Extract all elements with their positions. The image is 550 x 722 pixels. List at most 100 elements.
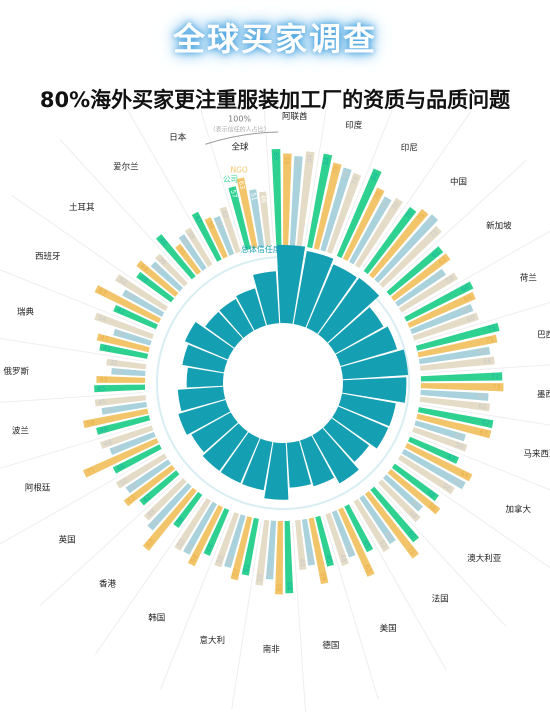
scale-arc xyxy=(205,131,279,145)
bar-阿联酋-s4 xyxy=(296,151,315,247)
bar-阿根廷-s1 xyxy=(112,444,162,474)
bar-波兰-s3 xyxy=(101,401,148,415)
radial-guide xyxy=(292,522,307,713)
bar-英国-s3 xyxy=(125,459,171,494)
value-label: 75 xyxy=(415,211,426,222)
bar-印尼-s1 xyxy=(336,168,382,258)
radial-guide xyxy=(322,516,379,700)
value-label: 73 xyxy=(492,383,500,391)
bar-美国-s1 xyxy=(344,504,374,553)
radial-guide xyxy=(412,434,550,491)
value-label: 35 xyxy=(109,358,118,367)
value-label: 52 xyxy=(266,568,275,577)
chart-guides xyxy=(0,110,550,713)
value-label: 60 xyxy=(477,392,486,401)
bar-日本-s3 xyxy=(213,215,235,256)
radial-guide xyxy=(0,422,150,469)
bar-加拿大-s1 xyxy=(408,436,460,464)
bar-马来西亚-s1 xyxy=(417,407,494,429)
value-label: 61 xyxy=(430,248,441,259)
group-label-印度: 印度 xyxy=(345,120,363,131)
radial-guide xyxy=(0,337,145,362)
value-label: 78 xyxy=(331,165,341,175)
radial-guide xyxy=(422,364,550,374)
bar-中国-s4 xyxy=(379,225,442,288)
inner-bar-波兰 xyxy=(177,386,226,412)
radial-guide xyxy=(416,302,550,344)
bar-澳大利亚-s4 xyxy=(378,479,421,523)
bar-阿联酋-s2 xyxy=(283,153,292,246)
value-label: 40 xyxy=(124,290,135,301)
value-label: 41 xyxy=(306,553,315,562)
value-label: 42 xyxy=(112,444,123,455)
inner-bar-阿联酋 xyxy=(276,244,306,324)
value-label: 53 xyxy=(126,493,137,504)
inner-bar-韩国 xyxy=(220,432,260,483)
value-label: 70 xyxy=(390,200,401,211)
value-label: 51 xyxy=(433,270,444,281)
bar-全球-s3 xyxy=(249,189,265,248)
value-label: 60 xyxy=(406,529,417,540)
bar-意大利-s3 xyxy=(224,514,246,569)
bar-美国-s2 xyxy=(338,507,375,577)
bar-英国-s2 xyxy=(123,464,176,507)
inner-bar-西班牙 xyxy=(184,321,234,360)
bar-加拿大-s2 xyxy=(404,442,473,482)
value-label: 45 xyxy=(128,481,139,492)
inner-bar-加拿大 xyxy=(332,406,389,449)
value-label: 50 xyxy=(118,476,129,487)
value-label: 34 xyxy=(116,329,126,339)
bar-瑞典-s4 xyxy=(94,312,154,340)
value-label: 36 xyxy=(214,218,225,229)
bar-瑞典-s2 xyxy=(96,333,150,353)
value-label: 46 xyxy=(115,462,126,473)
bar-阿联酋-s3 xyxy=(289,156,303,246)
bar-南非-s3 xyxy=(265,520,277,580)
inner-bar-印度 xyxy=(293,251,334,328)
group-label-土耳其: 土耳其 xyxy=(69,202,95,213)
group-label-意大利: 意大利 xyxy=(199,635,225,646)
value-label: 84 xyxy=(370,171,381,182)
value-label: 38 xyxy=(205,219,216,230)
group-label-南非: 南非 xyxy=(263,644,281,655)
bar-香港-s2 xyxy=(142,487,197,551)
value-label: 36 xyxy=(174,515,185,526)
bar-印尼-s3 xyxy=(349,196,392,265)
value-label: 65 xyxy=(363,563,374,574)
value-label: 63 xyxy=(97,286,108,297)
group-label-墨西哥: 墨西哥 xyxy=(537,390,550,400)
bar-韩国-s2 xyxy=(187,504,224,567)
value-label: 44 xyxy=(204,543,215,554)
value-label: 48 xyxy=(407,509,419,521)
radial-guide xyxy=(334,110,393,254)
bar-印度-s4 xyxy=(326,172,362,254)
radial-guide xyxy=(421,404,550,426)
radial-guide xyxy=(231,521,262,710)
bar-西班牙-s4 xyxy=(115,274,168,312)
bar-意大利-s4 xyxy=(214,512,240,568)
value-label: 51 xyxy=(242,563,251,573)
value-label: 72 xyxy=(491,372,500,380)
inner-bar-阿根廷 xyxy=(178,400,231,435)
inner-bar-法国 xyxy=(312,428,359,484)
inner-bar-荷兰 xyxy=(335,326,398,366)
inner-bar-新加坡 xyxy=(328,307,384,354)
bar-韩国-s3 xyxy=(183,501,217,555)
bar-新加坡-s1 xyxy=(386,246,444,296)
value-label: 48 xyxy=(426,488,437,499)
value-label: 57 xyxy=(231,568,241,578)
headline: 80%海外买家更注重服装加工厂的资质与品质问题 xyxy=(39,88,511,112)
value-label: 71 xyxy=(406,545,417,556)
value-label: 76 xyxy=(341,170,351,180)
bar-阿联酋-s1 xyxy=(271,148,282,246)
value-label: 58 xyxy=(255,574,264,583)
group-label-加拿大: 加拿大 xyxy=(505,504,531,515)
value-label: 36 xyxy=(157,255,169,267)
radial-guide xyxy=(385,159,527,289)
radial-guide xyxy=(0,451,162,545)
series-label-2: NGO xyxy=(230,165,247,174)
bar-印度-s3 xyxy=(320,167,352,252)
value-label: 46 xyxy=(453,431,463,441)
group-label-法国: 法国 xyxy=(432,593,449,604)
